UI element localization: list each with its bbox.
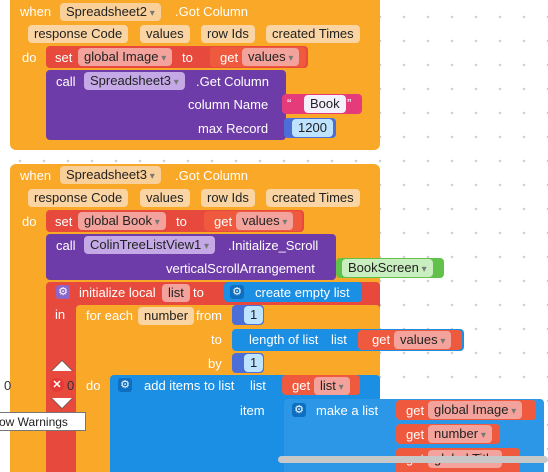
ml-get1-var-dropdown[interactable]: global Image: [428, 401, 523, 419]
add-items-label: add items to list: [144, 378, 235, 393]
by-label: by: [208, 356, 222, 371]
add-items-gear-icon[interactable]: ⚙: [118, 378, 132, 392]
error-count: 0: [67, 378, 75, 393]
get-label-2: get: [214, 214, 233, 229]
component-dropdown-1[interactable]: Spreadsheet2: [60, 3, 161, 21]
make-list-gear-icon[interactable]: ⚙: [292, 403, 306, 417]
param-created-times-2[interactable]: created Times: [266, 189, 360, 207]
call-label-1: call: [56, 74, 76, 89]
for-each-label: for each: [86, 308, 133, 323]
get-var-dropdown-2[interactable]: values: [236, 212, 294, 230]
to-label-2: to: [176, 214, 187, 229]
call-component-dropdown-2[interactable]: ColinTreeListView1: [84, 236, 216, 254]
len-get-var-dropdown[interactable]: values: [394, 331, 452, 349]
len-get-label: get: [372, 332, 391, 347]
text-value-book[interactable]: Book: [304, 95, 346, 113]
create-empty-list-label: create empty list: [255, 285, 350, 300]
param-values-1[interactable]: values: [140, 25, 190, 43]
call-method-1: .Get Column: [196, 74, 269, 89]
set-var-dropdown-2[interactable]: global Book: [78, 212, 166, 230]
param-row-ids-2[interactable]: row Ids: [201, 189, 255, 207]
warning-count: 0: [4, 378, 12, 393]
loop-do-label: do: [86, 378, 101, 393]
horizontal-scrollbar[interactable]: [278, 456, 548, 463]
component-value-bookscreen[interactable]: BookScreen: [342, 259, 433, 277]
param-row-ids-1[interactable]: row Ids: [201, 25, 255, 43]
event-name-2: .Got Column: [175, 168, 248, 183]
init-local-label: initialize local: [79, 285, 156, 300]
component-dropdown-2[interactable]: Spreadsheet3: [60, 166, 161, 184]
error-icon[interactable]: ✕: [50, 378, 64, 392]
to-label-1: to: [182, 50, 193, 65]
event-name-1: .Got Column: [175, 4, 248, 19]
do-label-1: do: [22, 50, 37, 65]
create-empty-list-block[interactable]: [224, 282, 362, 302]
param-created-times-1[interactable]: created Times: [266, 25, 360, 43]
warning-prev-arrow-icon[interactable]: [52, 361, 72, 371]
init-to-label: to: [193, 285, 204, 300]
call-method-2: .Initialize_Scroll: [228, 238, 319, 253]
param-values-2[interactable]: values: [140, 189, 190, 207]
by-number-value[interactable]: 1: [244, 354, 264, 372]
add-list-label: list: [250, 378, 266, 393]
do-label-2: do: [22, 214, 37, 229]
param-response-code-2[interactable]: response Code: [28, 189, 129, 207]
create-list-gear-icon[interactable]: ⚙: [230, 285, 244, 299]
param-response-code-1[interactable]: response Code: [28, 25, 129, 43]
when-label-2: when: [20, 168, 52, 183]
call-component-dropdown-1[interactable]: Spreadsheet3: [84, 72, 185, 90]
length-list-label: list: [331, 332, 347, 347]
set-var-dropdown-1[interactable]: global Image: [78, 48, 173, 66]
mutator-gear-icon[interactable]: ⚙: [56, 285, 70, 299]
ml-get2-label: get: [406, 427, 425, 442]
warning-next-arrow-icon[interactable]: [52, 398, 72, 408]
ml-get2-var-dropdown[interactable]: number: [428, 425, 492, 443]
set-label-2: set: [55, 214, 73, 229]
quote-close: ”: [347, 96, 352, 111]
arg-column-name-label: column Name: [188, 97, 269, 112]
quote-open: “: [287, 96, 292, 111]
in-label: in: [55, 307, 66, 322]
add-get-label: get: [292, 378, 311, 393]
to-range-label: to: [211, 332, 222, 347]
get-label-1: get: [220, 50, 239, 65]
make-a-list-label: make a list: [316, 403, 379, 418]
ml-get1-label: get: [406, 403, 425, 418]
loop-var-name[interactable]: number: [138, 307, 195, 325]
item-label: item: [240, 403, 265, 418]
when-label-1: when: [20, 4, 52, 19]
call-label-2: call: [56, 238, 76, 253]
arg-vertical-scroll-label: verticalScrollArrangement: [166, 261, 315, 276]
from-label: from: [196, 308, 222, 323]
local-var-name[interactable]: list: [162, 284, 190, 302]
show-warnings-button[interactable]: ow Warnings: [0, 412, 86, 431]
add-get-var-dropdown[interactable]: list: [314, 377, 350, 395]
arg-max-record-label: max Record: [198, 121, 269, 136]
number-value-1200[interactable]: 1200: [292, 119, 333, 137]
set-label-1: set: [55, 50, 73, 65]
get-var-dropdown-1[interactable]: values: [242, 48, 300, 66]
from-number-value[interactable]: 1: [244, 306, 264, 324]
length-of-list-label: length of list: [249, 332, 319, 347]
